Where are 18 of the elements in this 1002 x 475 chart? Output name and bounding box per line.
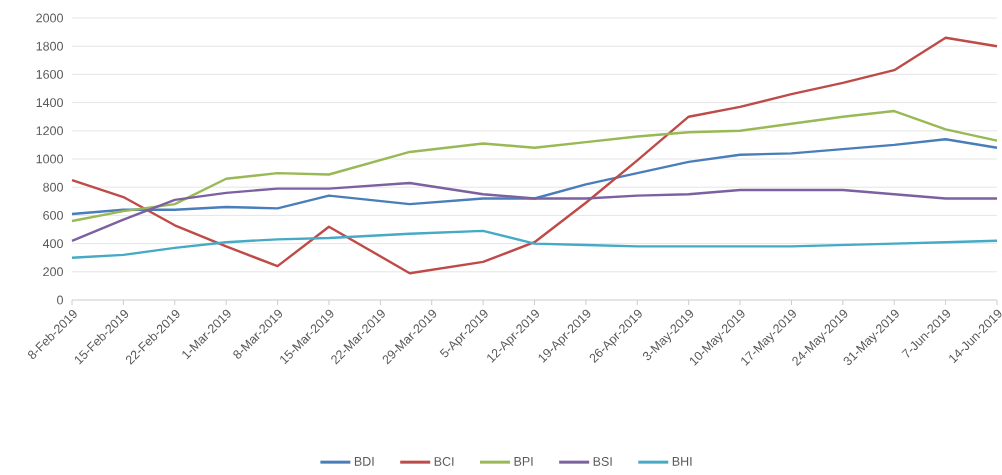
line-series [70, 109, 999, 223]
legend-label: BDI [354, 457, 374, 466]
legend-label: BSI [593, 457, 612, 466]
y-tick-label: 800 [43, 182, 63, 192]
y-tick-label: 2000 [36, 13, 63, 23]
legend-label: BPI [514, 457, 533, 466]
line-series [70, 36, 999, 275]
y-tick-label: 1600 [36, 69, 63, 79]
y-tick-label: 200 [43, 267, 63, 277]
y-tick-label: 1400 [36, 98, 63, 108]
y-tick-label: 1800 [36, 41, 63, 51]
y-tick-label: 400 [42, 239, 63, 249]
y-tick-label: 1000 [36, 154, 63, 164]
legend-label: BCI [434, 457, 454, 466]
y-tick-label: 600 [43, 210, 63, 220]
y-tick-label: 1200 [36, 126, 63, 136]
legend-label: BHI [672, 457, 692, 466]
y-tick-label: 0 [57, 295, 63, 305]
